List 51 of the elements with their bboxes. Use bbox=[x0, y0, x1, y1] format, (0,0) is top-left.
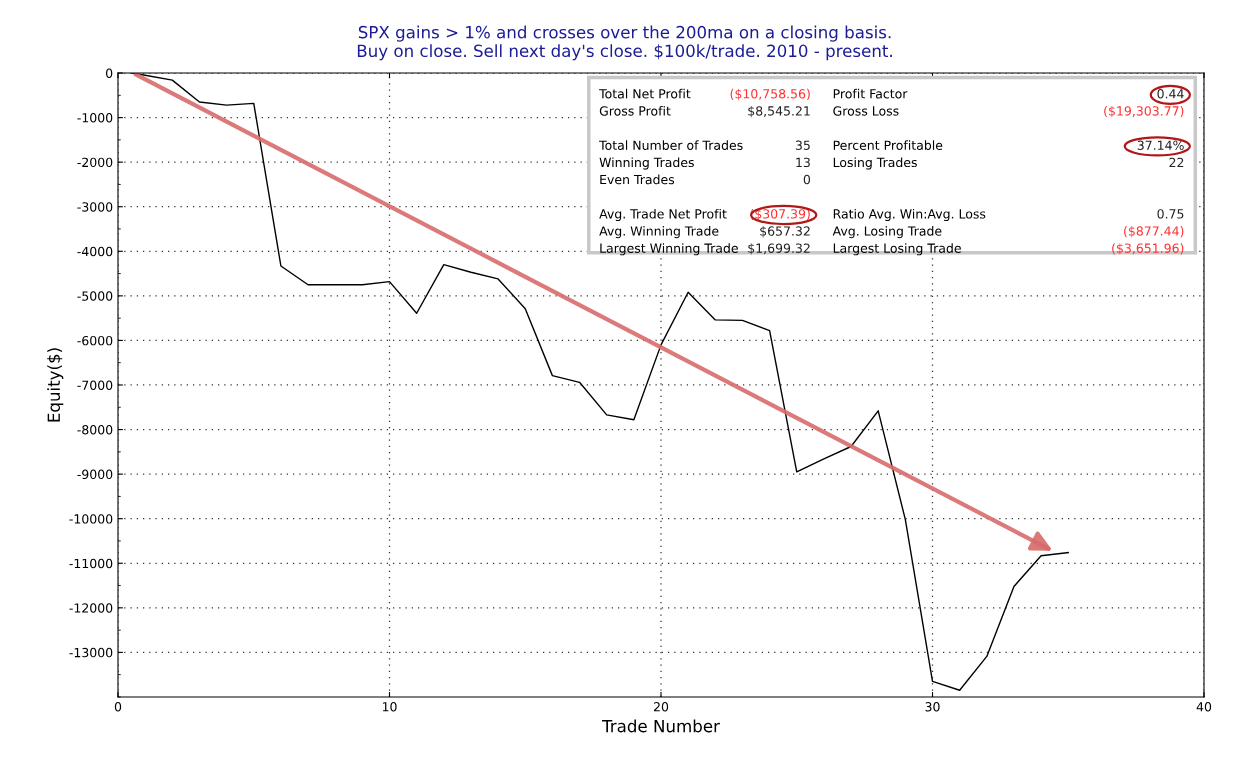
annotation: ($19,303.77) bbox=[1104, 105, 1184, 118]
y-tick-label: -8000 bbox=[77, 425, 113, 435]
annotation: Gross Loss bbox=[833, 106, 899, 116]
y-tick-label: -6000 bbox=[77, 335, 113, 346]
y-tick-label: -2000 bbox=[77, 157, 113, 168]
annotation: 0.75 bbox=[1157, 209, 1184, 219]
annotation: ($10,758.56) bbox=[730, 88, 810, 101]
annotation: 22 bbox=[1169, 157, 1184, 167]
annotation: Avg. Trade Net Profit bbox=[599, 208, 727, 222]
x-tick-label: 20 bbox=[653, 702, 669, 712]
annotation: ($877.44) bbox=[1124, 226, 1184, 238]
annotation: Losing Trades bbox=[833, 157, 917, 170]
x-tick-label: 30 bbox=[925, 702, 940, 712]
y-tick-label: -11000 bbox=[69, 558, 113, 569]
annotation: Total Net Profit bbox=[599, 88, 691, 99]
annotation: 37.14% bbox=[1137, 140, 1184, 150]
annotation: 13 bbox=[796, 157, 810, 168]
x-tick-label: 10 bbox=[382, 702, 397, 712]
annotation: 35 bbox=[795, 140, 810, 150]
annotation: Largest Winning Trade bbox=[600, 243, 738, 256]
y-tick-label: -4000 bbox=[77, 246, 113, 257]
y-tick-label: -7000 bbox=[77, 380, 113, 390]
annotation: Ratio Avg. Win:Avg. Loss bbox=[833, 208, 986, 222]
annotation: 0 bbox=[803, 174, 811, 185]
annotation: Avg. Losing Trade bbox=[832, 226, 942, 239]
annotation: Total Number of Trades bbox=[599, 140, 743, 150]
annotation: Avg. Winning Trade bbox=[599, 226, 719, 239]
annotation: Gross Profit bbox=[599, 105, 671, 116]
y-tick-label: -9000 bbox=[77, 469, 113, 480]
annotation: $1,699.32 bbox=[748, 243, 810, 255]
y-tick-label: 0 bbox=[106, 68, 113, 78]
y-tick-label: -1000 bbox=[77, 113, 113, 123]
annotation: Winning Trades bbox=[599, 157, 694, 170]
y-tick-label: -5000 bbox=[77, 291, 113, 301]
annotation: Largest Losing Trade bbox=[833, 243, 961, 256]
x-tick-label: 0 bbox=[114, 702, 122, 712]
annotation: Even Trades bbox=[600, 174, 675, 185]
annotation: 0.44 bbox=[1157, 89, 1184, 99]
annotation: ($3,651.96) bbox=[1112, 243, 1184, 255]
y-tick-label: -10000 bbox=[69, 514, 113, 524]
annotation: $8,545.21 bbox=[748, 105, 810, 118]
x-tick-label: 40 bbox=[1196, 702, 1212, 712]
annotation: Percent Profitable bbox=[833, 140, 943, 150]
annotation: $657.32 bbox=[760, 226, 810, 238]
y-tick-label: -13000 bbox=[69, 647, 113, 658]
annotation: Profit Factor bbox=[833, 88, 908, 99]
y-tick-label: -3000 bbox=[77, 202, 113, 212]
x-axis-title: Trade Number bbox=[602, 719, 720, 733]
chart-title: SPX gains > 1% and crosses over the 200ma on a closing basis. Buy on close. Sell next day's close. $100k/trade. 2010 - present. bbox=[357, 25, 892, 61]
y-tick-label: -12000 bbox=[69, 603, 113, 613]
y-axis-title: Equity($) bbox=[47, 348, 64, 422]
